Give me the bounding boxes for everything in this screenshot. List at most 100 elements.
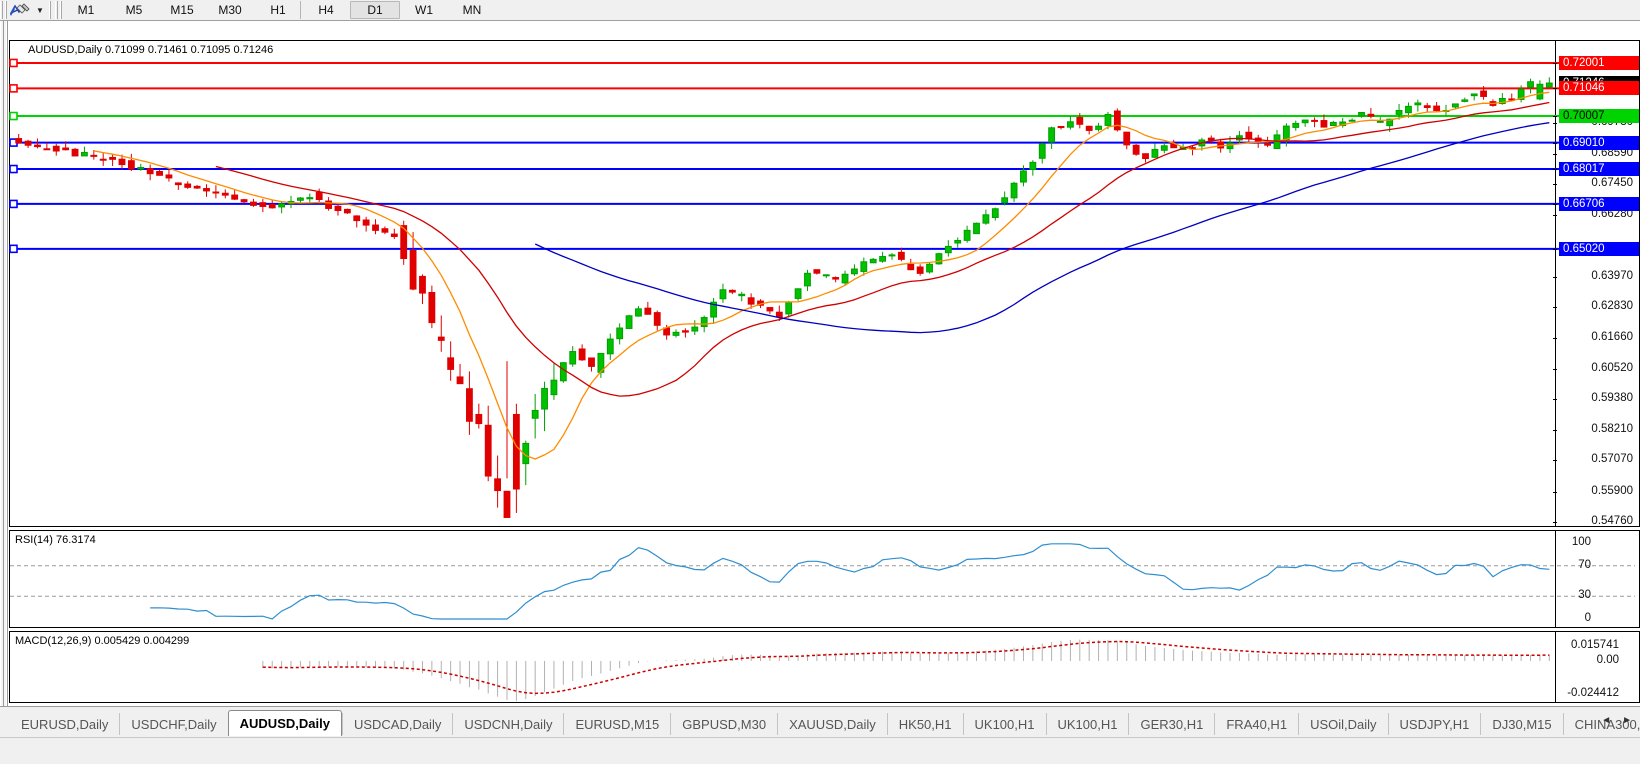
price-pane[interactable]: AUDUSD,Daily 0.71099 0.71461 0.71095 0.7…: [9, 40, 1640, 527]
timeframe-h1[interactable]: H1: [270, 3, 286, 17]
chart-tab-hk50-h1[interactable]: HK50,H1: [886, 713, 963, 735]
toolbar-grip[interactable]: [0, 1, 7, 19]
level-handle[interactable]: [9, 58, 18, 68]
chevron-down-icon[interactable]: ▼: [36, 5, 44, 15]
timeframe-h4[interactable]: H4: [318, 3, 334, 17]
price-tick: 0.54760: [1591, 515, 1633, 527]
chart-tools-icon[interactable]: [7, 1, 33, 19]
candlestick: [193, 184, 201, 189]
candlestick: [456, 363, 464, 385]
candlestick: [306, 193, 314, 204]
chart-tab-audusd-daily[interactable]: AUDUSD,Daily: [227, 710, 342, 736]
price-tick: 0.59380: [1591, 391, 1633, 404]
candlestick: [1001, 191, 1009, 206]
chart-tab-gbpusd-m30[interactable]: GBPUSD,M30: [670, 713, 777, 735]
timeframe-mn[interactable]: MN: [462, 3, 482, 17]
candlestick: [1461, 97, 1469, 103]
level-handle[interactable]: [9, 111, 18, 121]
price-tick: 0.63970: [1591, 269, 1633, 282]
price-tick: 0.62830: [1591, 300, 1633, 313]
chart-tab-uk100-h1[interactable]: UK100,H1: [1045, 713, 1129, 735]
candlestick: [1358, 111, 1365, 118]
candlestick: [90, 149, 98, 160]
candlestick: [1433, 101, 1441, 112]
price-tag-red: 0.72001: [1559, 55, 1639, 70]
candlestick: [71, 147, 79, 157]
scroll-left-icon[interactable]: ◄: [1601, 715, 1612, 726]
candlestick: [559, 362, 567, 383]
candlestick: [578, 344, 586, 361]
chart-tab-xauusd-daily[interactable]: XAUUSD,Daily: [777, 713, 887, 735]
candlestick: [691, 320, 699, 336]
candlestick: [606, 333, 614, 360]
price-tick-mark: [1553, 116, 1557, 118]
candlestick: [494, 455, 502, 508]
price-tick-mark: [1553, 522, 1557, 523]
timeframe-m15[interactable]: M15: [170, 3, 194, 17]
timeframe-grip[interactable]: [55, 1, 62, 19]
candlestick: [550, 363, 558, 400]
timeframe-m30[interactable]: M30: [218, 3, 242, 17]
chart-tab-china300-h4[interactable]: CHINA300,H4: [1562, 713, 1640, 735]
price-tick: 0.61660: [1591, 331, 1633, 344]
candlestick: [278, 200, 286, 214]
chart-tab-usoil-daily[interactable]: USOil,Daily: [1298, 713, 1387, 735]
candlestick: [390, 228, 398, 240]
candlestick: [1301, 119, 1309, 127]
candlestick: [1123, 131, 1131, 150]
candlestick: [1395, 103, 1403, 120]
candlestick: [1414, 99, 1422, 112]
timeframe-w1[interactable]: W1: [415, 3, 433, 17]
candlestick: [541, 381, 548, 432]
chart-tab-usdcad-daily[interactable]: USDCAD,Daily: [341, 713, 452, 735]
timeframe-m5[interactable]: M5: [125, 3, 143, 17]
price-tag-red: 0.71046: [1559, 81, 1639, 96]
candlestick: [860, 257, 868, 276]
level-handle[interactable]: [9, 84, 18, 93]
candlestick: [1029, 160, 1037, 176]
chart-tab-dj30-m15[interactable]: DJ30,M15: [1480, 713, 1562, 735]
rsi-label: RSI(14) 76.3174: [15, 534, 96, 546]
scroll-right-icon[interactable]: ►: [1622, 715, 1632, 726]
chart-tab-bar: EURUSD,Daily USDCHF,Daily AUDUSD,Daily USDC…: [0, 706, 1640, 764]
macd-plot: [262, 639, 1550, 701]
candlestick: [447, 341, 455, 381]
candlestick: [409, 232, 417, 291]
chart-tab-usdcnh-daily[interactable]: USDCNH,Daily: [452, 713, 563, 735]
candlestick: [1076, 113, 1084, 129]
candlestick: [212, 185, 220, 199]
candlestick: [99, 153, 107, 166]
price-tick-mark: [1553, 430, 1557, 432]
tab-scroll-controls[interactable]: ◄ ►: [1601, 715, 1632, 726]
candlestick: [1423, 102, 1431, 112]
level-handle[interactable]: [9, 244, 18, 254]
chart-tab-usdchf-daily[interactable]: USDCHF,Daily: [119, 713, 227, 735]
candlestick: [747, 293, 755, 309]
candlestick: [991, 207, 999, 221]
chart-tab-uk100-h1[interactable]: UK100,H1: [962, 713, 1046, 735]
candlestick: [268, 200, 276, 209]
candlestick: [231, 189, 239, 201]
chart-tab-eurusd-daily[interactable]: EURUSD,Daily: [21, 716, 109, 732]
candlestick: [334, 203, 342, 216]
chart-tab-usdjpy-h1[interactable]: USDJPY,H1: [1387, 713, 1481, 735]
chart-area[interactable]: AUDUSD,Daily 0.71099 0.71461 0.71095 0.7…: [0, 21, 1640, 720]
price-tick-mark: [1553, 123, 1557, 125]
candlestick: [832, 276, 840, 283]
rsi-pane[interactable]: RSI(14) 76.3174 100 70 30 0: [9, 530, 1640, 628]
price-tick: 0.66280: [1591, 208, 1633, 221]
chart-tab-ger30-h1[interactable]: GER30,H1: [1128, 713, 1214, 735]
chart-tabs: EURUSD,Daily USDCHF,Daily AUDUSD,Daily USDC…: [10, 710, 1640, 736]
level-handle[interactable]: [9, 199, 18, 209]
chart-tab-eurusd-m15[interactable]: EURUSD,M15: [563, 713, 670, 735]
macd-tick: 0.015741: [1571, 639, 1619, 651]
chart-left-grip[interactable]: [0, 21, 9, 707]
level-handle[interactable]: [9, 164, 18, 174]
rsi-tick: 100: [1571, 536, 1591, 548]
macd-pane[interactable]: MACD(12,26,9) 0.005429 0.004299 0.015741…: [9, 631, 1640, 703]
chart-tab-fra40-h1[interactable]: FRA40,H1: [1214, 713, 1298, 735]
timeframe-m1[interactable]: M1: [77, 3, 95, 17]
price-tick: 0.58210: [1591, 423, 1633, 436]
candlestick: [1245, 126, 1253, 144]
timeframe-d1[interactable]: D1: [350, 1, 400, 19]
